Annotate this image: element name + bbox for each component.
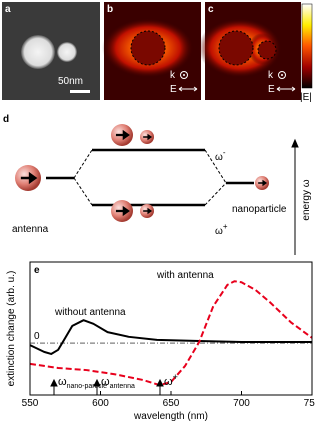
y-axis-label: extinction change (arb. u.) (6, 271, 17, 387)
dipole-arrow (20, 171, 38, 185)
x-tick-label: 700 (233, 398, 250, 409)
superscript: + (173, 372, 178, 382)
particle-outline (257, 40, 277, 60)
omega-plus: ω+ (215, 222, 228, 237)
omega: ω (164, 376, 173, 388)
subscript: antenna (110, 383, 135, 390)
scale-label: 50nm (58, 76, 83, 87)
particle (21, 35, 55, 69)
annotation: ωnano-particle (58, 376, 107, 390)
particle (57, 42, 77, 62)
particle-outline (130, 30, 166, 66)
polarization-arrow (276, 86, 296, 92)
energy-axis-label: energy ω (301, 179, 312, 220)
panel-label: c (208, 4, 214, 15)
annotation: ωantenna (101, 376, 135, 390)
panel-label: e (34, 265, 40, 276)
series-label: without antenna (54, 307, 126, 318)
nanoparticle-label: nanoparticle (232, 204, 287, 215)
panel-label: b (107, 4, 113, 15)
dipole-arrow (143, 133, 153, 141)
panel-label: a (5, 4, 11, 15)
k-label: k (268, 70, 274, 81)
e-label: E (170, 84, 177, 95)
y-tick-label: 0 (34, 331, 40, 342)
polarization-arrow (178, 86, 198, 92)
k-symbol (278, 71, 286, 79)
scale-bar (70, 90, 90, 93)
annotation-arrow (93, 378, 101, 395)
annotation-arrow (156, 378, 164, 395)
series-line (29, 319, 312, 355)
k-dot (281, 74, 283, 76)
omega: ω (215, 226, 223, 237)
sign: - (223, 148, 226, 157)
annotation: ω+ (164, 372, 178, 388)
series-line (29, 280, 313, 387)
dipole-arrow (258, 179, 268, 187)
annotation-arrow (50, 378, 58, 395)
k-dot (183, 74, 185, 76)
omega: ω (101, 376, 110, 388)
x-tick-label: 600 (92, 398, 109, 409)
k-symbol (180, 71, 188, 79)
panel-label: d (3, 114, 9, 125)
particle-outline (218, 30, 254, 66)
x-axis-label: wavelength (nm) (133, 411, 208, 422)
colorbar-label: |E| (300, 92, 312, 103)
e-label: E (268, 84, 275, 95)
x-tick-label: 650 (163, 398, 180, 409)
omega: ω (58, 376, 67, 388)
omega-minus: ω- (215, 148, 226, 163)
plot-frame (29, 261, 313, 396)
spheres (15, 124, 269, 222)
sign: + (223, 222, 228, 231)
dipole-arrow (143, 207, 153, 215)
colorbar (301, 3, 313, 89)
k-label: k (170, 70, 176, 81)
dipole-arrow (115, 205, 130, 217)
x-tick-label: 550 (22, 398, 39, 409)
omega: ω (215, 152, 223, 163)
x-tick-label: 750 (304, 398, 315, 409)
antenna-label: antenna (12, 224, 49, 235)
level-diagram (46, 138, 299, 255)
dipole-arrow (115, 129, 130, 141)
series-label: with antenna (156, 270, 214, 281)
subscript: nano-particle (67, 383, 108, 390)
chart: 550 600 650 700 750 0 wavelength (nm) extinctio… (6, 270, 315, 422)
